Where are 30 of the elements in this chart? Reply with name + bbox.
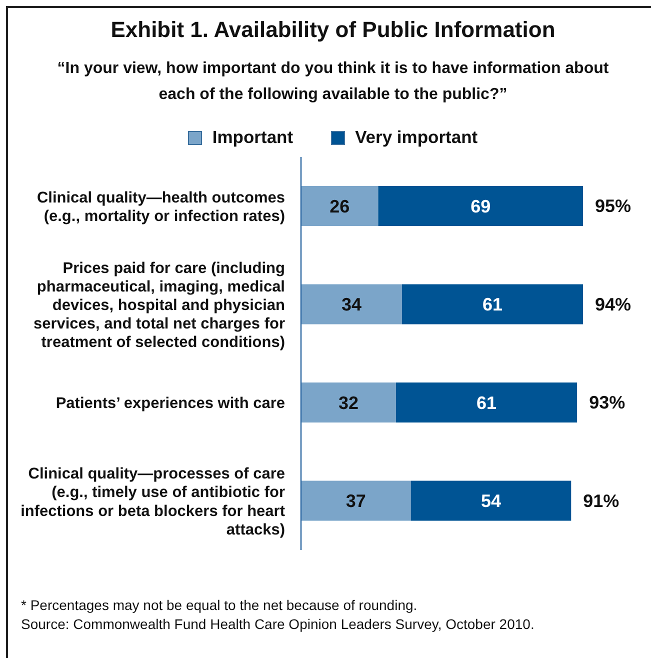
y-tick-label: Clinical quality—health outcomes (e.g., mortality or infection rates) <box>36 189 285 226</box>
y-tick-label: Prices paid for care (including pharmaceutical, imaging, medical devices, hospital and physician services, and total net charges for treatment of selected conditions) <box>33 260 285 352</box>
data-label: 54 <box>480 491 501 512</box>
data-label: 32 <box>338 392 359 413</box>
y-tick-label: Clinical quality—processes of care (e.g., timely use of antibiotic for infections or beta blockers for heart attacks) <box>20 466 286 538</box>
bar <box>301 284 402 324</box>
bar <box>410 480 572 521</box>
legend-label: Important <box>212 127 294 148</box>
data-label: 37 <box>346 491 366 512</box>
legend-label: Very important <box>355 127 478 148</box>
total-label: 93% <box>589 392 626 412</box>
data-label: 61 <box>482 294 502 315</box>
chart-subtitle: “In your view, how important do you think it is to have information about each of the following available to the public?” <box>56 59 610 105</box>
total-label: 94% <box>595 294 632 314</box>
bar <box>301 480 411 521</box>
bar <box>396 382 578 422</box>
bar <box>378 186 583 226</box>
y-tick-label: Patients’ experiences with care <box>56 395 286 412</box>
total-label: 91% <box>583 490 620 511</box>
text: * Percentages may not be equal to the net because of rounding. <box>21 596 418 615</box>
data-label: 61 <box>476 392 497 413</box>
data-label: 34 <box>341 294 362 315</box>
total-label: 95% <box>595 196 632 216</box>
data-label: 69 <box>470 196 491 216</box>
data-label: 26 <box>330 196 350 216</box>
source-note: Source: Commonwealth Fund Health Care Opinion Leaders Survey, October 2010. <box>21 615 536 634</box>
bar <box>402 284 583 324</box>
chart-title: Exhibit 1. Availability of Public Information <box>110 17 556 43</box>
bar <box>301 382 396 422</box>
bar <box>301 186 378 226</box>
